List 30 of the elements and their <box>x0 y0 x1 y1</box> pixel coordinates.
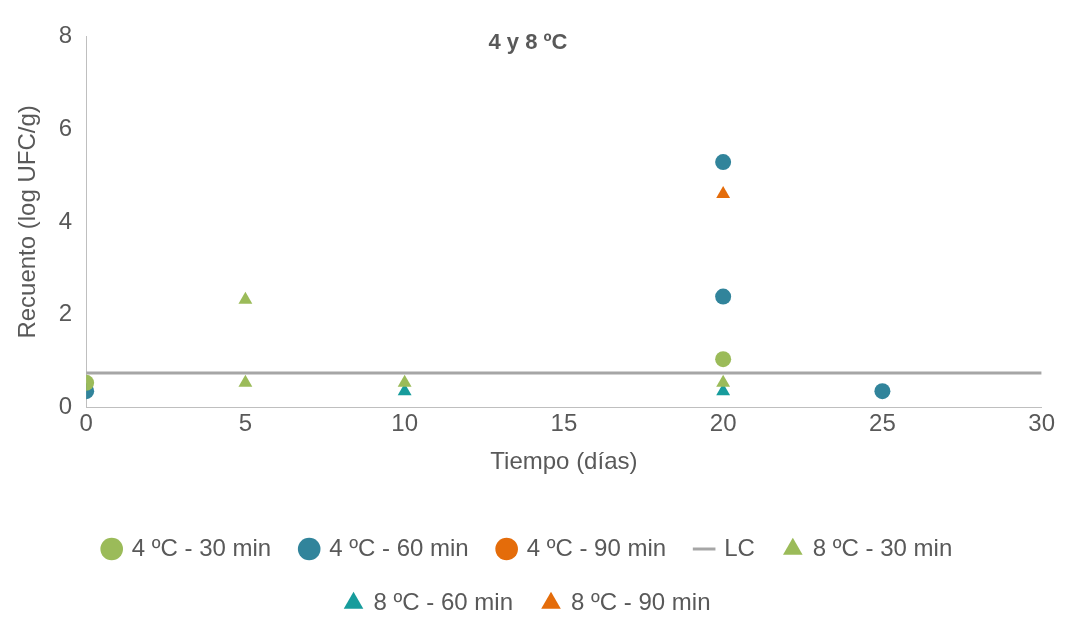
y-tick-label: 6 <box>58 113 73 141</box>
point <box>874 383 891 400</box>
legend-label: 8 ºC - 60 min <box>373 587 514 615</box>
x-tick-label: 5 <box>238 409 253 437</box>
legend-label: 8 ºC - 90 min <box>571 587 711 615</box>
point <box>238 291 253 304</box>
legend-label: 4 ºC - 90 min <box>526 533 667 561</box>
y-tick-label: 0 <box>58 392 73 420</box>
point <box>397 374 412 387</box>
legend-label: 4 ºC - 30 min <box>131 533 272 561</box>
x-tick-label: 10 <box>391 409 418 437</box>
point <box>238 374 253 387</box>
x-tick-label: 30 <box>1028 409 1055 437</box>
legend-label: LC <box>724 533 755 561</box>
y-tick-label: 8 <box>58 21 73 49</box>
x-tick-label: 25 <box>869 409 896 437</box>
point <box>716 374 731 387</box>
legend-label: 8 ºC - 30 min <box>812 533 953 561</box>
point <box>715 154 732 171</box>
point <box>716 186 731 199</box>
y-tick-label: 2 <box>58 299 73 327</box>
chart-title: 4 y 8 ºC <box>488 29 568 55</box>
x-tick-label: 15 <box>550 409 578 437</box>
x-tick-label: 0 <box>79 409 93 437</box>
x-axis-title: Tiempo (días) <box>490 447 638 475</box>
point <box>715 288 732 305</box>
legend-label: 4 ºC - 60 min <box>329 533 469 561</box>
x-tick-label: 20 <box>709 409 737 437</box>
y-tick-label: 4 <box>58 206 73 234</box>
y-axis-title: Recuento (log UFC/g) <box>13 105 41 339</box>
